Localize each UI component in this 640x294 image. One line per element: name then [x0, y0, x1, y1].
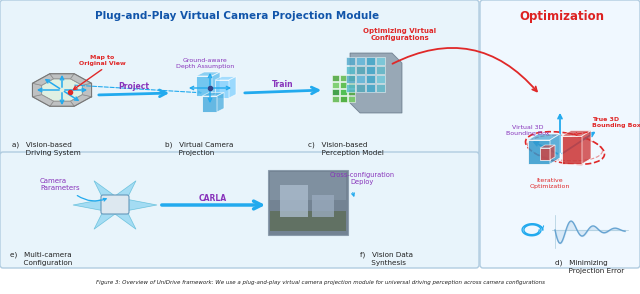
Text: a)   Vision-based
      Driving System: a) Vision-based Driving System — [12, 142, 81, 156]
Polygon shape — [212, 72, 220, 96]
Polygon shape — [582, 131, 591, 164]
Text: CARLA: CARLA — [199, 194, 227, 203]
Polygon shape — [550, 145, 555, 160]
Polygon shape — [562, 131, 591, 136]
Polygon shape — [108, 201, 136, 229]
Polygon shape — [540, 148, 550, 160]
Bar — [376, 57, 385, 65]
Bar — [366, 66, 375, 74]
Text: Camera
Parameters: Camera Parameters — [40, 178, 79, 191]
Polygon shape — [108, 181, 136, 209]
Polygon shape — [550, 134, 560, 164]
FancyBboxPatch shape — [101, 195, 129, 214]
FancyBboxPatch shape — [480, 0, 640, 268]
FancyBboxPatch shape — [0, 152, 479, 268]
Polygon shape — [215, 80, 229, 98]
Text: Optimizing Virtual
Configurations: Optimizing Virtual Configurations — [364, 28, 436, 41]
Polygon shape — [94, 181, 122, 209]
Bar — [348, 75, 355, 81]
Polygon shape — [528, 134, 560, 140]
Text: True 3D
Bounding Box: True 3D Bounding Box — [592, 117, 640, 128]
Text: f)   Vision Data
     Synthesis: f) Vision Data Synthesis — [360, 252, 413, 265]
Text: Map to
Original View: Map to Original View — [79, 55, 125, 66]
Bar — [280, 185, 308, 217]
Text: Virtual 3D
Bounding Box: Virtual 3D Bounding Box — [506, 125, 550, 136]
Bar — [356, 66, 365, 74]
Bar — [340, 82, 347, 88]
Bar — [346, 57, 355, 65]
Bar — [340, 75, 347, 81]
Bar — [340, 89, 347, 95]
Polygon shape — [196, 76, 212, 96]
Bar — [332, 89, 339, 95]
Bar — [268, 170, 348, 235]
Bar — [376, 75, 385, 83]
Polygon shape — [202, 96, 217, 112]
Bar — [366, 84, 375, 92]
Text: Project: Project — [118, 82, 150, 91]
Text: Train: Train — [272, 80, 294, 89]
Polygon shape — [115, 197, 157, 213]
Text: Plug-and-Play Virtual Camera Projection Module: Plug-and-Play Virtual Camera Projection … — [95, 11, 379, 21]
Bar — [366, 57, 375, 65]
FancyBboxPatch shape — [0, 0, 479, 154]
Bar — [332, 82, 339, 88]
Polygon shape — [50, 74, 74, 79]
Bar — [348, 89, 355, 95]
Bar — [346, 66, 355, 74]
Polygon shape — [33, 95, 54, 106]
Text: Optimization: Optimization — [520, 10, 605, 23]
Polygon shape — [350, 53, 402, 113]
Polygon shape — [94, 201, 122, 229]
Text: c)   Vision-based
      Perception Model: c) Vision-based Perception Model — [308, 142, 384, 156]
Polygon shape — [540, 145, 555, 148]
Bar — [312, 195, 334, 217]
Bar — [356, 75, 365, 83]
Polygon shape — [202, 93, 224, 96]
Bar — [270, 211, 346, 231]
Text: e)   Multi-camera
      Configuration: e) Multi-camera Configuration — [10, 252, 72, 265]
Bar — [332, 75, 339, 81]
Text: d)   Minimizing
      Projection Error: d) Minimizing Projection Error — [555, 260, 624, 273]
Bar — [332, 96, 339, 102]
Polygon shape — [42, 79, 83, 101]
Polygon shape — [528, 140, 550, 164]
Polygon shape — [562, 136, 582, 164]
Polygon shape — [196, 72, 220, 76]
Bar — [348, 96, 355, 102]
Bar — [366, 75, 375, 83]
Polygon shape — [70, 95, 92, 106]
Polygon shape — [50, 101, 74, 106]
Polygon shape — [73, 197, 115, 213]
Text: Ground-aware
Depth Assumption: Ground-aware Depth Assumption — [176, 58, 234, 69]
Polygon shape — [33, 83, 42, 97]
Text: Cross-configuration
Deploy: Cross-configuration Deploy — [330, 172, 395, 185]
Bar — [376, 84, 385, 92]
Bar — [346, 75, 355, 83]
Bar — [346, 84, 355, 92]
Bar — [356, 84, 365, 92]
Bar — [376, 66, 385, 74]
Polygon shape — [83, 83, 92, 97]
Bar — [356, 57, 365, 65]
Polygon shape — [217, 93, 224, 112]
Text: b)   Virtual Camera
      Projection: b) Virtual Camera Projection — [165, 142, 234, 156]
Polygon shape — [229, 76, 236, 98]
Bar — [270, 172, 346, 200]
Bar — [340, 96, 347, 102]
Text: Figure 3: Overview of UniDrive framework: We use a plug-and-play virtual camera : Figure 3: Overview of UniDrive framework… — [95, 280, 545, 285]
Text: Iterative
Optimization: Iterative Optimization — [530, 178, 570, 189]
Bar — [348, 82, 355, 88]
Polygon shape — [70, 74, 92, 85]
Polygon shape — [215, 76, 236, 80]
Polygon shape — [33, 74, 54, 85]
